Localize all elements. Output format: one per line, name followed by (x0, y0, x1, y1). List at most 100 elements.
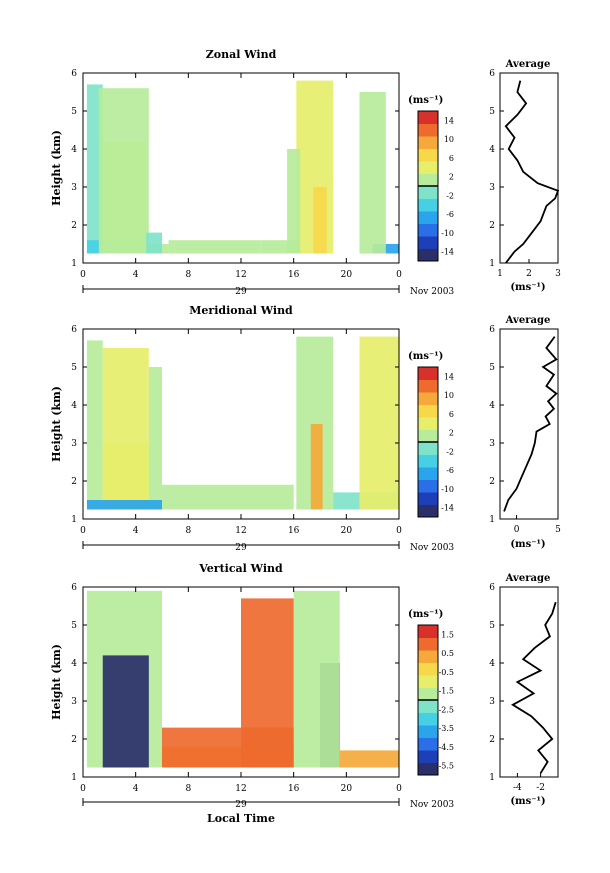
colorbar-tick-label: -2 (446, 191, 454, 200)
vertical-colorbar: 1.5 0.5 -0.5 -1.5 -2.5 -3.5 -4.5 -5.5 (417, 624, 454, 776)
colorbar-swatch (418, 123, 438, 137)
vertical-y-ticks: 1 2 3 4 5 6 (71, 583, 399, 783)
profile-y-tick-label: 4 (489, 659, 495, 669)
y-tick-label: 1 (71, 773, 77, 783)
meridional-profile-axes: 1 2 3 4 5 6 0 5 (489, 325, 561, 535)
colorbar-swatch (418, 650, 438, 663)
colorbar-tick-label: -14 (441, 248, 454, 257)
heatmap-cell (102, 443, 149, 510)
y-tick-label: 5 (71, 363, 77, 373)
profile-y-tick-label: 5 (489, 363, 495, 373)
heatmap-cell (293, 590, 340, 768)
profile-x-tick-label: 2 (526, 269, 532, 279)
colorbar-swatch (418, 504, 438, 518)
x-tick-label: 0 (80, 784, 86, 794)
vertical-date-label: Nov 2003 (410, 800, 454, 810)
zonal-colorbar-unit: (ms⁻¹) (408, 95, 443, 106)
x-tick-label: 0 (80, 270, 86, 280)
x-tick-label: 12 (235, 784, 246, 794)
colorbar-swatch (418, 750, 438, 763)
profile-y-tick-label: 4 (489, 401, 495, 411)
colorbar-swatch (418, 236, 438, 249)
meridional-profile-line (503, 336, 558, 512)
colorbar-tick-label: -3.5 (439, 724, 454, 733)
heatmap-cell (339, 750, 399, 768)
colorbar-tick-label: -14 (441, 504, 454, 513)
colorbar-swatch (418, 173, 438, 187)
colorbar-swatch (418, 675, 438, 688)
colorbar-swatch (418, 148, 438, 162)
heatmap-cell (146, 232, 162, 254)
y-tick-label: 3 (71, 183, 77, 193)
profile-y-tick-label: 3 (489, 697, 495, 707)
profile-x-tick-label: 0 (514, 525, 520, 535)
y-tick-label: 3 (71, 439, 77, 449)
colorbar-swatch (418, 625, 438, 638)
x-tick-label: 16 (288, 526, 300, 536)
colorbar-tick-label: 10 (444, 135, 454, 144)
colorbar-swatch (418, 392, 438, 405)
profile-x-tick-label: -4 (513, 783, 522, 793)
x-tick-label: 4 (133, 784, 139, 794)
colorbar-tick-label: -10 (441, 229, 454, 238)
x-tick-label: 16 (288, 784, 300, 794)
heatmap-cell (102, 655, 149, 768)
zonal-date-label: Nov 2003 (410, 287, 454, 297)
profile-y-tick-label: 2 (489, 221, 495, 231)
vertical-profile-line (511, 601, 557, 774)
colorbar-tick-label: -2 (446, 447, 454, 456)
profile-y-tick-label: 3 (489, 183, 495, 193)
vertical-colorbar-unit: (ms⁻¹) (408, 609, 443, 620)
profile-y-tick-label: 6 (489, 583, 495, 593)
vertical-profile-xlabel: (ms⁻¹) (510, 796, 545, 807)
zonal-profile-axes: 1 2 3 4 5 6 1 2 3 (489, 69, 561, 279)
colorbar-swatch (418, 248, 438, 262)
x-tick-label: 8 (185, 784, 191, 794)
y-tick-label: 4 (71, 401, 77, 411)
profile-y-tick-label: 4 (489, 145, 495, 155)
colorbar-swatch (418, 479, 438, 493)
colorbar-swatch (418, 417, 438, 430)
colorbar-tick-label: 14 (444, 372, 454, 381)
profile-x-tick-label: 1 (497, 269, 503, 279)
zonal-y-ticks: 1 2 3 4 5 6 (71, 69, 399, 269)
colorbar-tick-label: -6 (446, 466, 454, 475)
profile-y-tick-label: 1 (489, 259, 495, 269)
vertical-profile-title: Average (505, 573, 551, 584)
meridional-date-label: Nov 2003 (410, 543, 454, 553)
x-tick-label: 4 (133, 526, 139, 536)
heatmap-cell (359, 92, 386, 254)
colorbar-swatch (418, 700, 438, 713)
profile-y-tick-label: 1 (489, 773, 495, 783)
profile-y-tick-label: 5 (489, 621, 495, 631)
x-tick-label: 12 (235, 526, 246, 536)
colorbar-tick-label: -2.5 (439, 705, 454, 714)
colorbar-swatch (418, 454, 438, 468)
colorbar-swatch (418, 111, 438, 124)
meridional-heatmap-cells (86, 336, 399, 510)
x-tick-label: 20 (341, 526, 353, 536)
y-tick-label: 4 (71, 145, 77, 155)
colorbar-tick-label: 6 (449, 154, 454, 163)
vertical-x-ticks: 0 4 8 12 16 20 0 (80, 587, 402, 794)
colorbar-swatch (418, 404, 438, 418)
x-tick-label: 8 (185, 526, 191, 536)
time-axis-label: Local Time (207, 812, 275, 825)
profile-y-tick-label: 3 (489, 439, 495, 449)
x-tick-label: 20 (341, 784, 353, 794)
vertical-wind-title: Vertical Wind (198, 562, 283, 575)
colorbar-tick-label: 6 (449, 410, 454, 419)
profile-x-tick-label: 5 (555, 525, 561, 535)
colorbar-tick-label: 10 (444, 391, 454, 400)
heatmap-cell (168, 240, 261, 254)
zonal-profile-line (504, 80, 560, 264)
x-tick-label: 12 (235, 270, 246, 280)
y-tick-label: 6 (71, 325, 77, 335)
meridional-profile-frame (499, 328, 559, 520)
zonal-wind-title: Zonal Wind (206, 48, 277, 61)
zonal-day-label: 29 (235, 287, 247, 297)
zonal-heatmap-cells (86, 80, 399, 254)
